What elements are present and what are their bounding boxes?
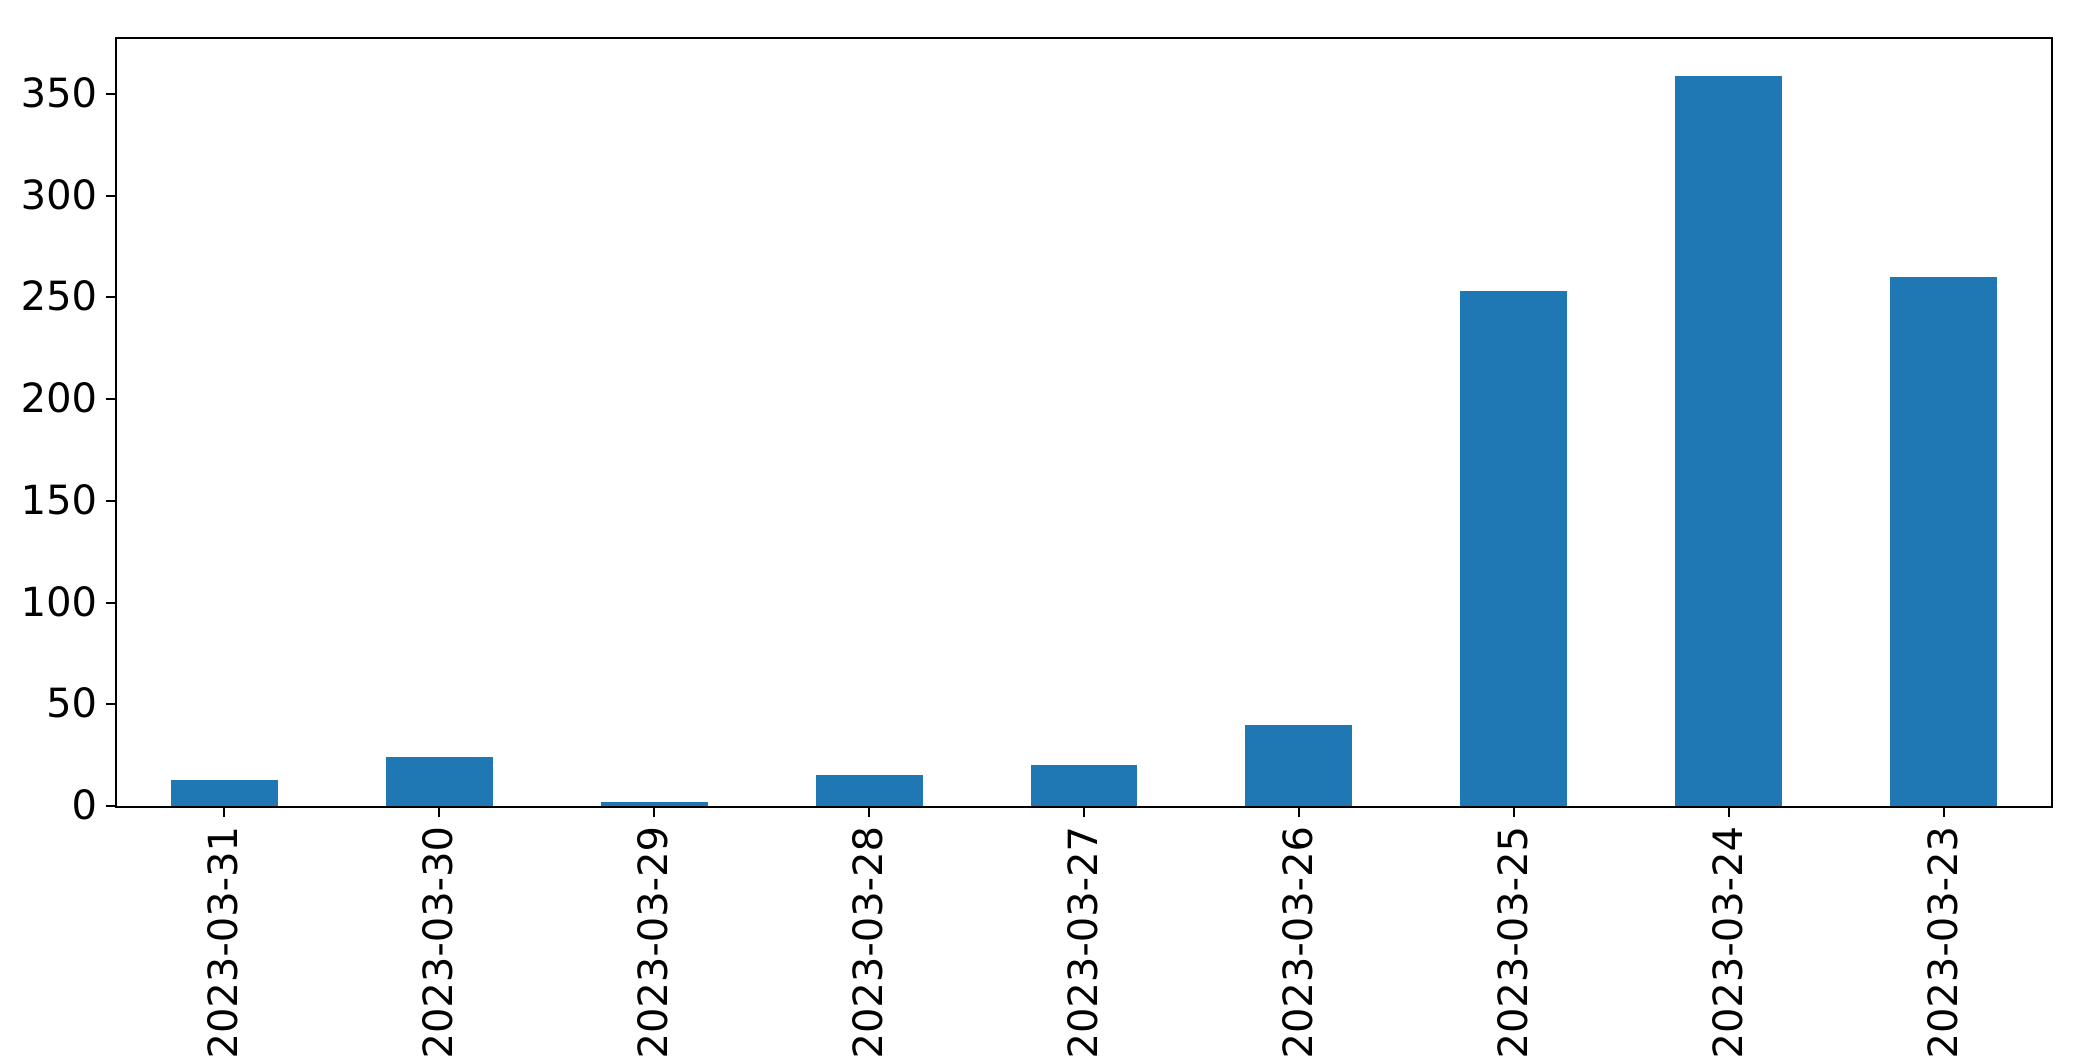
x-tick-mark [1083, 808, 1085, 817]
bar [1890, 277, 1997, 806]
x-tick-label: 2023-03-28 [846, 826, 893, 1059]
y-tick-label: 0 [71, 783, 97, 829]
y-tick-label: 100 [20, 579, 97, 626]
y-tick-mark [106, 296, 115, 299]
y-tick-label: 200 [20, 376, 97, 423]
x-tick-label: 2023-03-26 [1275, 826, 1322, 1059]
y-tick-mark [106, 805, 115, 807]
x-tick-label: 2023-03-31 [201, 826, 248, 1059]
x-tick-label: 2023-03-27 [1061, 826, 1107, 1059]
bar [600, 801, 708, 806]
x-tick-mark [1297, 808, 1300, 817]
x-tick-label: 2023-03-29 [631, 826, 678, 1059]
y-tick-mark [106, 601, 115, 604]
x-tick-mark [223, 808, 226, 817]
y-tick-label: 250 [20, 274, 97, 321]
y-tick-label: 50 [46, 681, 97, 728]
x-tick-mark [438, 808, 441, 817]
bar [171, 779, 278, 806]
x-tick-label: 2023-03-25 [1490, 826, 1537, 1059]
x-tick-mark [653, 808, 656, 817]
y-tick-mark [106, 499, 115, 502]
bar [815, 775, 923, 806]
y-tick-mark [106, 194, 115, 197]
bar [385, 757, 493, 806]
plot-area: 0 50 100 150 200 250 300 350 2023-03-31 2023-03-3… [21, 37, 2053, 1058]
bar [1245, 724, 1353, 806]
x-tick-label: 2023-03-30 [416, 826, 463, 1059]
bar [1460, 291, 1568, 806]
x-tick-mark [1727, 808, 1730, 817]
y-tick-label: 150 [20, 477, 97, 524]
x-tick-mark [1512, 808, 1515, 817]
x-tick-mark [868, 808, 871, 817]
bar [1030, 765, 1138, 806]
x-tick-label: 2023-03-23 [1920, 826, 1967, 1059]
y-tick-mark [106, 703, 115, 706]
y-tick-mark [106, 92, 115, 95]
y-tick-label: 350 [20, 70, 97, 117]
y-tick-label: 300 [20, 172, 97, 219]
bar [1675, 75, 1783, 806]
y-tick-mark [106, 398, 115, 401]
x-tick-label: 2023-03-24 [1705, 826, 1752, 1059]
x-tick-mark [1942, 808, 1945, 817]
